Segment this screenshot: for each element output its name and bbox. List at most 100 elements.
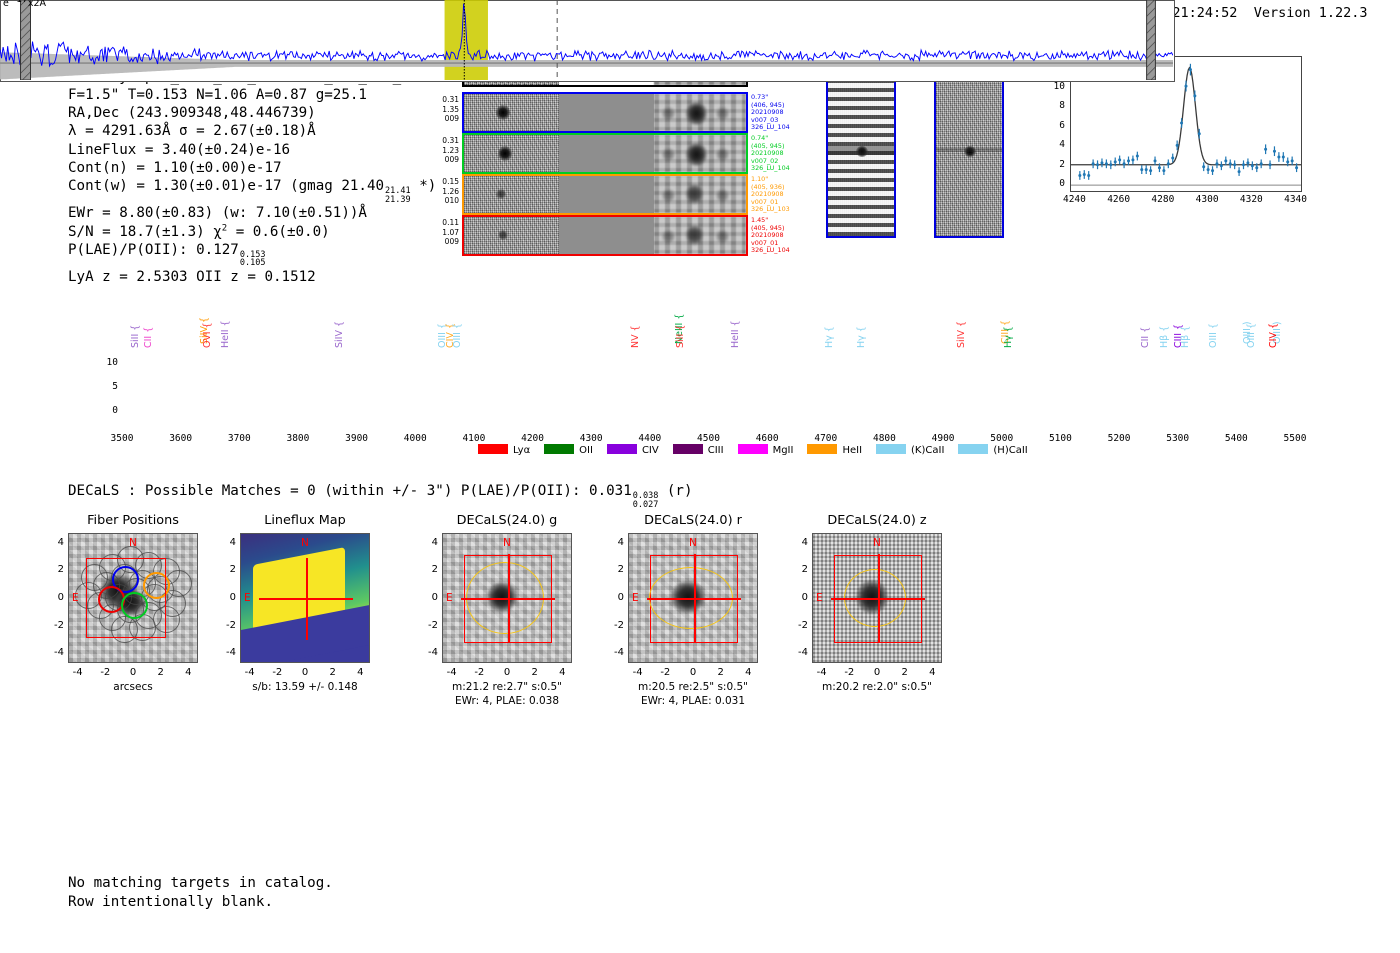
crosshair-vertical (694, 554, 696, 642)
spec2d-right-value: v007_02 (751, 156, 779, 165)
spectrum-xtick: 3700 (227, 433, 251, 444)
spec2d-right-value: 20210908 (751, 231, 784, 240)
emission-line-label: SiIV { (955, 320, 967, 348)
spectrum-ytick: 0 (112, 405, 118, 417)
cutout-xtick: 4 (929, 667, 936, 678)
spec2d-left-value: 1.26 (442, 186, 459, 196)
meta-radec: RA,Dec (243.909348,48.446739) (68, 105, 316, 122)
spec2d-row-left-values: 0.11 1.07 009 (431, 218, 459, 247)
decals-header: DECaLS : Possible Matches = 0 (within +/… (68, 483, 693, 509)
cutout-ytick: 2 (801, 564, 808, 576)
emission-line-label: HeII { (219, 320, 231, 348)
cutout-ytick: -4 (614, 647, 624, 659)
legend-item: (H)CaII (958, 444, 1028, 456)
spec2d-right-value: v007_03 (751, 115, 779, 124)
emission-line-label: SiII { (129, 324, 141, 348)
zoom-chart-ytick: 2 (1059, 158, 1065, 170)
legend-item: (K)CaII (876, 444, 945, 456)
legend-label: CIV (641, 445, 659, 456)
fiber-orange (143, 572, 170, 599)
legend-swatch (478, 444, 508, 454)
zoom-chart-ytick: 4 (1059, 139, 1065, 151)
spec2d-left-value: 009 (444, 237, 459, 246)
cutout-ytick: -4 (798, 647, 808, 659)
spectrum-xtick: 5400 (1224, 433, 1248, 444)
spec2d-exposure-row (462, 174, 748, 215)
compass-n: N (873, 537, 881, 549)
spec2d-row-left-values: 0.31 1.35 009 (431, 95, 459, 124)
spec2d-right-value: 326_LU_103 (751, 205, 790, 214)
decals-header-pre: DECaLS : Possible Matches = 0 (within +/… (68, 483, 632, 499)
cutout-ytick: 0 (431, 592, 438, 603)
compass-e: E (244, 592, 251, 604)
spec2d-right-value: v007_01 (751, 197, 779, 206)
spec2d-left-value: 009 (444, 155, 459, 164)
spec2d-right-value: 1.10" (751, 175, 769, 183)
spectrum-xtick: 5300 (1166, 433, 1190, 444)
footer-line-2: Row intentionally blank. (68, 894, 273, 910)
spectrum-xtick: 4400 (638, 433, 662, 444)
spec2d-left-value: 1.35 (442, 104, 459, 114)
emission-line-zoom-chart: e−17x2Å 42404260428043004320434002468101… (1038, 48, 1307, 216)
cutout-xtick: 2 (531, 667, 538, 678)
spec2d-row-right-values: 1.10" (405, 936) 20210908 v007_01 326_LU_103 (751, 175, 790, 214)
legend-swatch (606, 444, 637, 454)
emission-line-label: Hγ { (855, 326, 867, 348)
cutout-caption: m:20.2 re:2.0" s:0.5" (822, 681, 932, 693)
spectrum-xtick: 4300 (579, 433, 603, 444)
cutout-ytick: -2 (226, 619, 236, 631)
compass-n: N (689, 537, 697, 549)
cutout-ytick: 4 (57, 536, 64, 548)
spec2d-left-value: 0.15 (442, 177, 459, 186)
spec2d-right-value: (406, 945) (751, 100, 785, 109)
crosshair-vertical (508, 554, 510, 642)
cutout-xtick: 0 (129, 667, 137, 678)
meta-redshifts: LyA z = 2.5303 OII z = 0.1512 (68, 268, 316, 285)
spectrum-xtick: 5000 (990, 433, 1014, 444)
emission-line-label: OIII ) (1241, 321, 1253, 344)
zoom-chart-ytick: 8 (1059, 100, 1065, 112)
legend-label: (K)CaII (911, 445, 945, 456)
emission-line-label: Hγ { (823, 326, 835, 348)
emission-line-label: CII { (143, 326, 155, 348)
zoom-chart-ytick: 0 (1059, 178, 1065, 190)
zoom-chart-ytick: 10 (1053, 81, 1065, 93)
cutout-xtick: 2 (717, 667, 724, 678)
spec2d-row-right-values: 0.73" (406, 945) 20210908 v007_03 326_LU_104 (751, 93, 790, 132)
emission-line-label: CII { (1140, 326, 1152, 348)
spec2d-exposure-row (462, 215, 748, 256)
spec2d-right-value: (405, 945) (751, 141, 785, 150)
sky-panel-image (934, 60, 1004, 238)
cutout-xtick: 2 (157, 667, 164, 678)
legend-label: HeII (842, 445, 863, 456)
cutout-ytick: 4 (229, 536, 236, 548)
crosshair-vertical (878, 554, 880, 642)
meta-seeing: F=1.5" T=0.153 N=1.06 A=0.87 g=25.1 (68, 86, 367, 103)
meta-lineflux: LineFlux = 3.40(±0.24)e-16 (68, 141, 291, 158)
spec2d-exposure-row (462, 133, 748, 174)
cutout-xtick: 0 (873, 667, 881, 678)
spec2d-left-value: 0.31 (442, 136, 459, 145)
cutout-ytick: 0 (57, 592, 64, 603)
cutout-ytick: 2 (431, 564, 438, 576)
cutout-xtick: 4 (559, 667, 566, 678)
cutout-ytick: -2 (798, 619, 808, 631)
cutout-ytick: 0 (801, 592, 808, 603)
decals-header-post: (r) (666, 483, 693, 499)
cutout-xtick: -4 (632, 667, 643, 678)
cutout-ytick: 2 (617, 564, 624, 576)
spec2d-right-value: v007_01 (751, 238, 779, 247)
legend-label: CIII (707, 445, 724, 456)
spec2d-left-value: 0.11 (442, 218, 459, 227)
cutout-ytick: 2 (229, 564, 236, 576)
spec2d-right-value: (405, 936) (751, 182, 785, 191)
cutout-ytick: 0 (229, 592, 236, 603)
spec2d-left-value: 1.23 (442, 145, 459, 155)
spec2d-right-value: 20210908 (751, 108, 784, 117)
legend-swatch (544, 444, 575, 454)
cutout-ytick: -4 (54, 647, 64, 659)
spec2d-row-right-values: 1.45" (405, 945) 20210908 v007_01 326_LU_104 (751, 216, 790, 255)
